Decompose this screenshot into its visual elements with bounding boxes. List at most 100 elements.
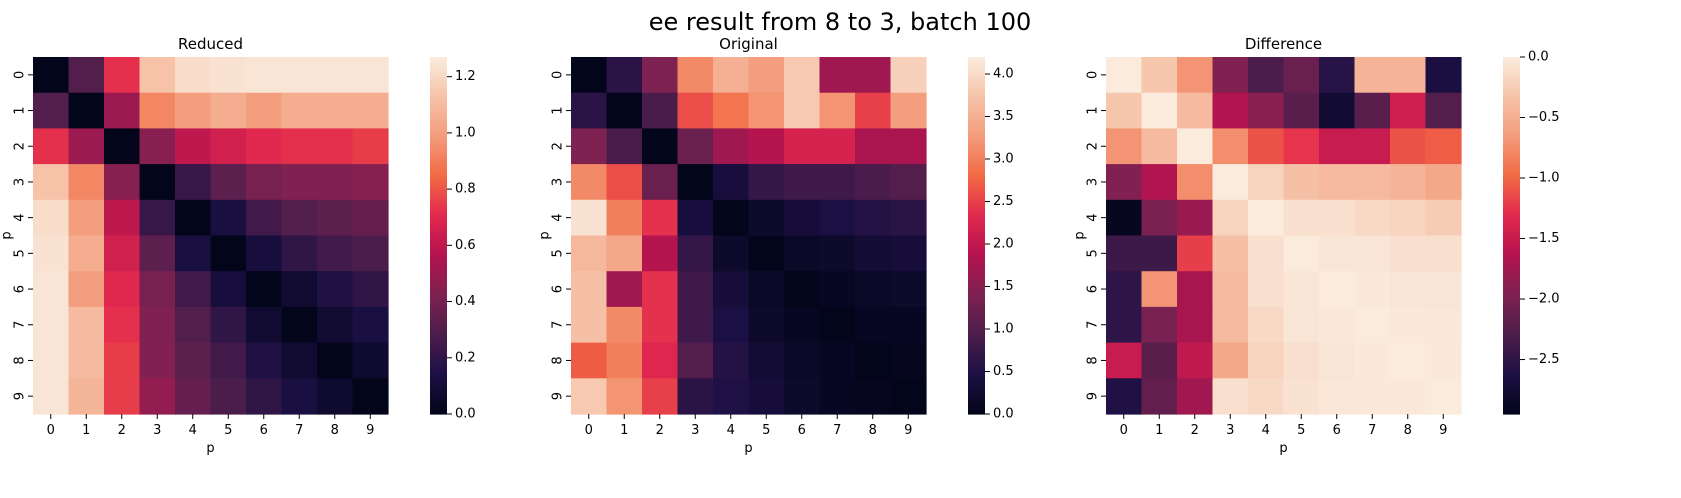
heatmap-cell bbox=[352, 128, 389, 165]
heatmap-cell bbox=[819, 271, 856, 308]
heatmap-cell bbox=[1141, 342, 1178, 379]
heatmap-cell bbox=[1319, 378, 1356, 415]
heatmap-cell bbox=[210, 92, 247, 129]
colorbar-segment bbox=[430, 295, 447, 299]
colorbar-segment bbox=[1503, 170, 1520, 174]
colorbar-segment bbox=[1503, 256, 1520, 260]
heatmap-cell bbox=[713, 199, 750, 237]
heatmap-cell bbox=[1390, 199, 1427, 237]
heatmap-cell bbox=[1354, 342, 1391, 379]
heatmap-cell bbox=[1248, 57, 1285, 94]
colorbar-segment bbox=[430, 193, 447, 198]
colorbar-segment bbox=[430, 351, 447, 356]
colorbar-segment bbox=[1503, 390, 1520, 394]
heatmap-cell bbox=[571, 92, 608, 129]
heatmap-cell bbox=[1212, 235, 1249, 272]
colorbar-segment bbox=[1503, 402, 1520, 406]
heatmap-cell bbox=[68, 199, 105, 237]
heatmap-cell bbox=[606, 57, 643, 94]
colorbar-segment bbox=[968, 83, 985, 88]
colorbar-segment bbox=[1503, 357, 1520, 362]
heatmap-cell bbox=[571, 378, 608, 415]
colorbar-segment bbox=[1503, 378, 1520, 382]
colorbar-segment bbox=[1503, 211, 1520, 216]
colorbar-segment bbox=[968, 357, 985, 362]
heatmap-cell bbox=[352, 92, 389, 129]
heatmap-cell bbox=[1141, 57, 1178, 94]
heatmap-cell bbox=[210, 164, 247, 201]
heatmap-cell bbox=[33, 342, 70, 379]
colorbar-segment bbox=[430, 211, 447, 216]
colorbar-segment bbox=[968, 241, 985, 246]
heatmap-cell bbox=[890, 235, 927, 272]
x-axis-label: p bbox=[206, 441, 214, 456]
heatmap-cell bbox=[1319, 199, 1356, 237]
heatmap-cell bbox=[1177, 164, 1214, 201]
heatmap-cell bbox=[104, 57, 141, 94]
colorbar-segment bbox=[430, 214, 447, 219]
colorbar-segment bbox=[1503, 393, 1520, 397]
heatmap-cell bbox=[1283, 128, 1320, 165]
heatmap-cell bbox=[1425, 92, 1462, 129]
colorbar-segment bbox=[1503, 354, 1520, 359]
heatmap-cell bbox=[1248, 342, 1285, 379]
colorbar-segment bbox=[968, 369, 985, 373]
heatmap-cell bbox=[677, 128, 714, 165]
colorbar-segment bbox=[430, 390, 447, 394]
colorbar-segment bbox=[430, 235, 447, 240]
heatmap-cell bbox=[748, 164, 785, 201]
heatmap-cell bbox=[571, 306, 608, 344]
heatmap-cell bbox=[606, 128, 643, 165]
heatmap-cell bbox=[713, 378, 750, 415]
colorbar-segment bbox=[1503, 229, 1520, 234]
colorbar-segment bbox=[968, 86, 985, 91]
colorbar-segment bbox=[1503, 315, 1520, 320]
heatmap-cell bbox=[1425, 128, 1462, 165]
colorbar-segment bbox=[968, 140, 985, 144]
colorbar-segment bbox=[968, 137, 985, 141]
heatmap-cell bbox=[352, 306, 389, 344]
colorbar-segment bbox=[1503, 110, 1520, 115]
colorbar-segment bbox=[1503, 74, 1520, 79]
heatmap-cell bbox=[1390, 92, 1427, 129]
heatmap-cell bbox=[1283, 235, 1320, 272]
heatmap-cell bbox=[1354, 57, 1391, 94]
heatmap-cell bbox=[1212, 128, 1249, 165]
colorbar-segment bbox=[968, 128, 985, 132]
heatmap-cell bbox=[642, 271, 679, 308]
heatmap-cell bbox=[352, 235, 389, 272]
heatmap-cell bbox=[890, 271, 927, 308]
colorbar-segment bbox=[430, 348, 447, 353]
heatmap-cell bbox=[819, 92, 856, 129]
heatmap-cell bbox=[1248, 199, 1285, 237]
colorbar-segment bbox=[430, 65, 447, 70]
colorbar-tick-label: 1.2 bbox=[455, 69, 476, 84]
heatmap-0: Reduced 0 1 2 3 4 5 6 7 8 9 0 1 2 3 4 5 6 7 8 9 p p 0.0 0.2 0.4 0.… bbox=[0, 35, 476, 456]
colorbar-segment bbox=[968, 295, 985, 299]
heatmap-cell bbox=[1354, 271, 1391, 308]
heatmap-cell bbox=[819, 378, 856, 415]
colorbar-segment bbox=[430, 375, 447, 379]
colorbar-segment bbox=[430, 176, 447, 180]
heatmap-cell bbox=[1106, 378, 1143, 415]
heatmap-cell bbox=[748, 128, 785, 165]
heatmap-cell bbox=[890, 378, 927, 415]
colorbar-segment bbox=[968, 265, 985, 269]
colorbar-segment bbox=[1503, 345, 1520, 350]
colorbar-segment bbox=[430, 381, 447, 385]
colorbar-tick-label: 2.5 bbox=[993, 194, 1014, 209]
colorbar-segment bbox=[430, 164, 447, 168]
x-tick-label: 3 bbox=[153, 423, 161, 438]
colorbar-segment bbox=[968, 321, 985, 326]
colorbar-segment bbox=[1503, 381, 1520, 385]
colorbar-segment bbox=[1503, 57, 1520, 61]
heatmap-cell bbox=[1248, 306, 1285, 344]
y-tick-label: 0 bbox=[551, 71, 566, 79]
heatmap-cell bbox=[317, 92, 354, 129]
x-tick-label: 0 bbox=[47, 423, 55, 438]
heatmap-cell bbox=[1177, 92, 1214, 129]
colorbar-segment bbox=[430, 256, 447, 260]
heatmap-cell bbox=[175, 378, 212, 415]
heatmap-cell bbox=[175, 271, 212, 308]
colorbar-tick-label: −1.0 bbox=[1528, 171, 1560, 186]
